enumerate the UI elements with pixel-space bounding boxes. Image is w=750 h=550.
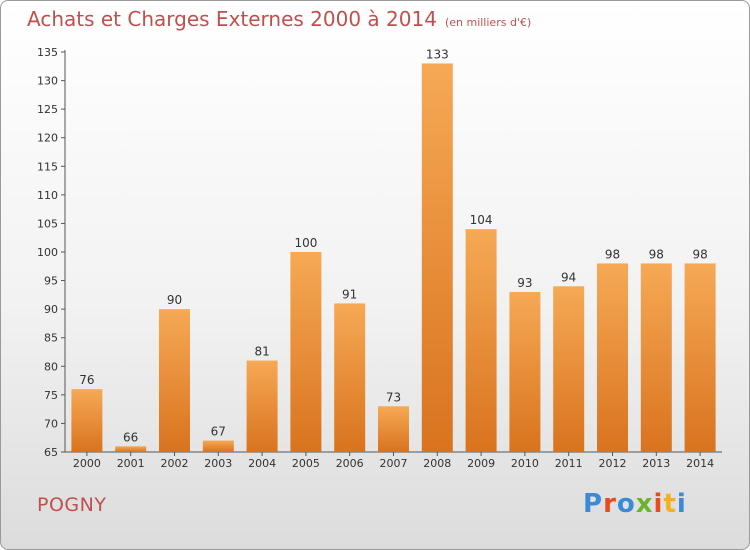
value-label-2000: 76 <box>79 373 94 387</box>
labels-group: 76 2000 66 2001 90 2002 67 2003 81 2004 100 2005 91 2… <box>73 47 714 470</box>
bar-2001 <box>115 446 147 452</box>
x-tick-label-2000: 2000 <box>73 457 101 470</box>
x-tick-label-2014: 2014 <box>686 457 714 470</box>
x-tick-label-2013: 2013 <box>642 457 670 470</box>
value-label-2007: 73 <box>386 390 401 404</box>
bar-2012 <box>597 263 628 452</box>
y-tick-label: 110 <box>37 189 58 202</box>
brand-letter: i <box>676 489 687 519</box>
value-label-2005: 100 <box>294 236 317 250</box>
place-name: POGNY <box>37 494 107 516</box>
chart-subtitle: (en milliers d'€) <box>444 16 532 29</box>
x-tick-label-2005: 2005 <box>292 457 320 470</box>
value-label-2004: 81 <box>254 345 269 359</box>
brand-letter: x <box>635 489 654 519</box>
bar-2014 <box>684 263 716 452</box>
value-label-2009: 104 <box>470 213 493 227</box>
bar-2005 <box>290 252 322 452</box>
bars-group <box>71 63 716 453</box>
x-tick-label-2010: 2010 <box>511 457 539 470</box>
x-tick-label-2004: 2004 <box>248 457 276 470</box>
value-label-2010: 93 <box>517 276 532 290</box>
bar-2013 <box>640 263 672 452</box>
x-tick-label-2012: 2012 <box>599 457 627 470</box>
bar-2009 <box>465 229 497 452</box>
y-tick-label: 75 <box>44 389 58 402</box>
y-tick-label: 95 <box>44 275 58 288</box>
x-tick-label-2001: 2001 <box>117 457 145 470</box>
brand-logo: Proxiti <box>583 489 687 519</box>
y-tick-label: 125 <box>37 103 58 116</box>
y-tick-label: 100 <box>37 246 58 259</box>
bar-2008 <box>421 63 453 453</box>
x-tick-label-2008: 2008 <box>423 457 451 470</box>
x-tick-label-2011: 2011 <box>555 457 583 470</box>
y-tick-label: 80 <box>44 360 58 373</box>
y-tick-label: 135 <box>37 46 58 59</box>
value-label-2006: 91 <box>342 287 357 301</box>
y-tick-label: 105 <box>37 217 58 230</box>
x-tick-label-2006: 2006 <box>336 457 364 470</box>
chart-title: Achats et Charges Externes 2000 à 2014 (e… <box>27 7 531 31</box>
chart-title-text: Achats et Charges Externes 2000 à 2014 <box>27 7 437 31</box>
y-tick-label: 90 <box>44 303 58 316</box>
x-tick-label-2007: 2007 <box>380 457 408 470</box>
x-tick-label-2009: 2009 <box>467 457 495 470</box>
y-tick-label: 70 <box>44 417 58 430</box>
bar-2003 <box>202 440 234 452</box>
y-tick-label: 120 <box>37 132 58 145</box>
brand-letter: i <box>653 489 664 519</box>
axes: 65 70 75 80 85 90 95 100 105 110 115 120 125 130 135 <box>37 46 722 459</box>
y-tick-label: 65 <box>44 446 58 459</box>
x-tick-label-2002: 2002 <box>161 457 189 470</box>
brand-letter: P <box>583 489 604 519</box>
value-label-2002: 90 <box>167 293 182 307</box>
value-label-2013: 98 <box>649 247 664 261</box>
value-label-2008: 133 <box>426 47 449 61</box>
y-tick-label: 130 <box>37 75 58 88</box>
value-label-2001: 66 <box>123 430 138 444</box>
bar-2000 <box>71 389 103 452</box>
bar-2004 <box>246 360 278 452</box>
bar-2006 <box>334 303 366 452</box>
value-label-2012: 98 <box>605 247 620 261</box>
value-label-2014: 98 <box>692 247 707 261</box>
brand-letter: r <box>603 489 617 519</box>
y-tick-label: 85 <box>44 332 58 345</box>
bar-2002 <box>159 309 190 452</box>
y-tick-label: 115 <box>37 160 58 173</box>
bar-2010 <box>509 292 541 452</box>
bar-2007 <box>378 406 409 452</box>
x-tick-label-2003: 2003 <box>204 457 232 470</box>
bar-2011 <box>553 286 585 452</box>
value-label-2003: 67 <box>211 425 226 439</box>
brand-letter: o <box>616 489 636 519</box>
brand-letter: t <box>663 489 677 519</box>
value-label-2011: 94 <box>561 270 576 284</box>
